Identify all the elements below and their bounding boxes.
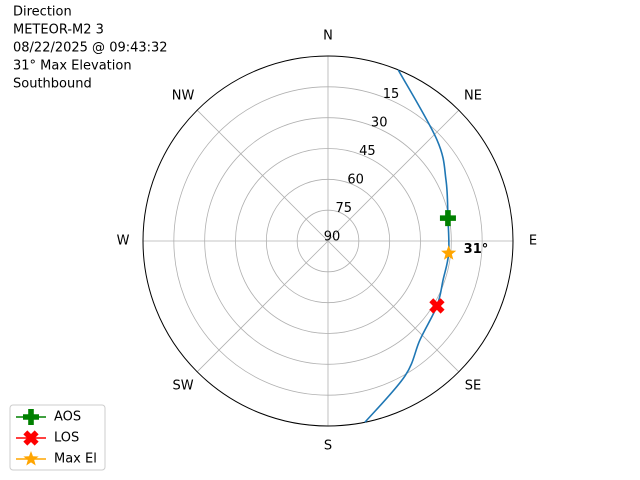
legend-label: AOS xyxy=(54,410,81,425)
title-line: 31° Max Elevation xyxy=(13,59,132,74)
title-line: Direction xyxy=(13,5,72,20)
r-grid-line xyxy=(296,209,360,273)
r-grid-line xyxy=(173,86,483,396)
theta-tick-label: SE xyxy=(465,378,481,393)
legend-label: Max El xyxy=(54,452,97,467)
marker xyxy=(429,298,445,314)
r-grid-line xyxy=(204,117,452,365)
marker xyxy=(441,245,457,260)
r-tick-label: 15 xyxy=(383,87,400,102)
legend-marker xyxy=(23,409,39,425)
theta-tick-label: NE xyxy=(464,89,482,104)
r-grid-line xyxy=(265,178,391,304)
legend: AOS LOS Max El xyxy=(9,404,106,471)
marker xyxy=(439,210,456,227)
theta-tick-label: SW xyxy=(172,378,193,393)
theta-tick-label: E xyxy=(529,234,537,249)
value-label: 31° xyxy=(464,242,489,257)
r-tick-label: 60 xyxy=(347,173,364,188)
polar-frame xyxy=(142,55,514,427)
legend-label: LOS xyxy=(54,431,79,446)
theta-tick-label: S xyxy=(324,439,332,454)
r-tick-label: 30 xyxy=(371,116,388,131)
track-line xyxy=(364,69,450,423)
r-tick-label: 45 xyxy=(359,144,376,159)
title-line: 08/22/2025 @ 09:43:32 xyxy=(13,41,168,56)
r-tick-label: 75 xyxy=(336,201,353,216)
legend-marker xyxy=(23,430,39,446)
title-line: Southbound xyxy=(13,77,92,92)
r-tick-label: 90 xyxy=(324,230,341,245)
legend-marker xyxy=(23,451,39,466)
title-line: METEOR-M2 3 xyxy=(13,23,104,38)
r-grid-line xyxy=(235,148,421,334)
theta-tick-label: NW xyxy=(172,89,195,104)
theta-tick-label: W xyxy=(117,234,130,249)
theta-tick-label: N xyxy=(323,29,333,44)
